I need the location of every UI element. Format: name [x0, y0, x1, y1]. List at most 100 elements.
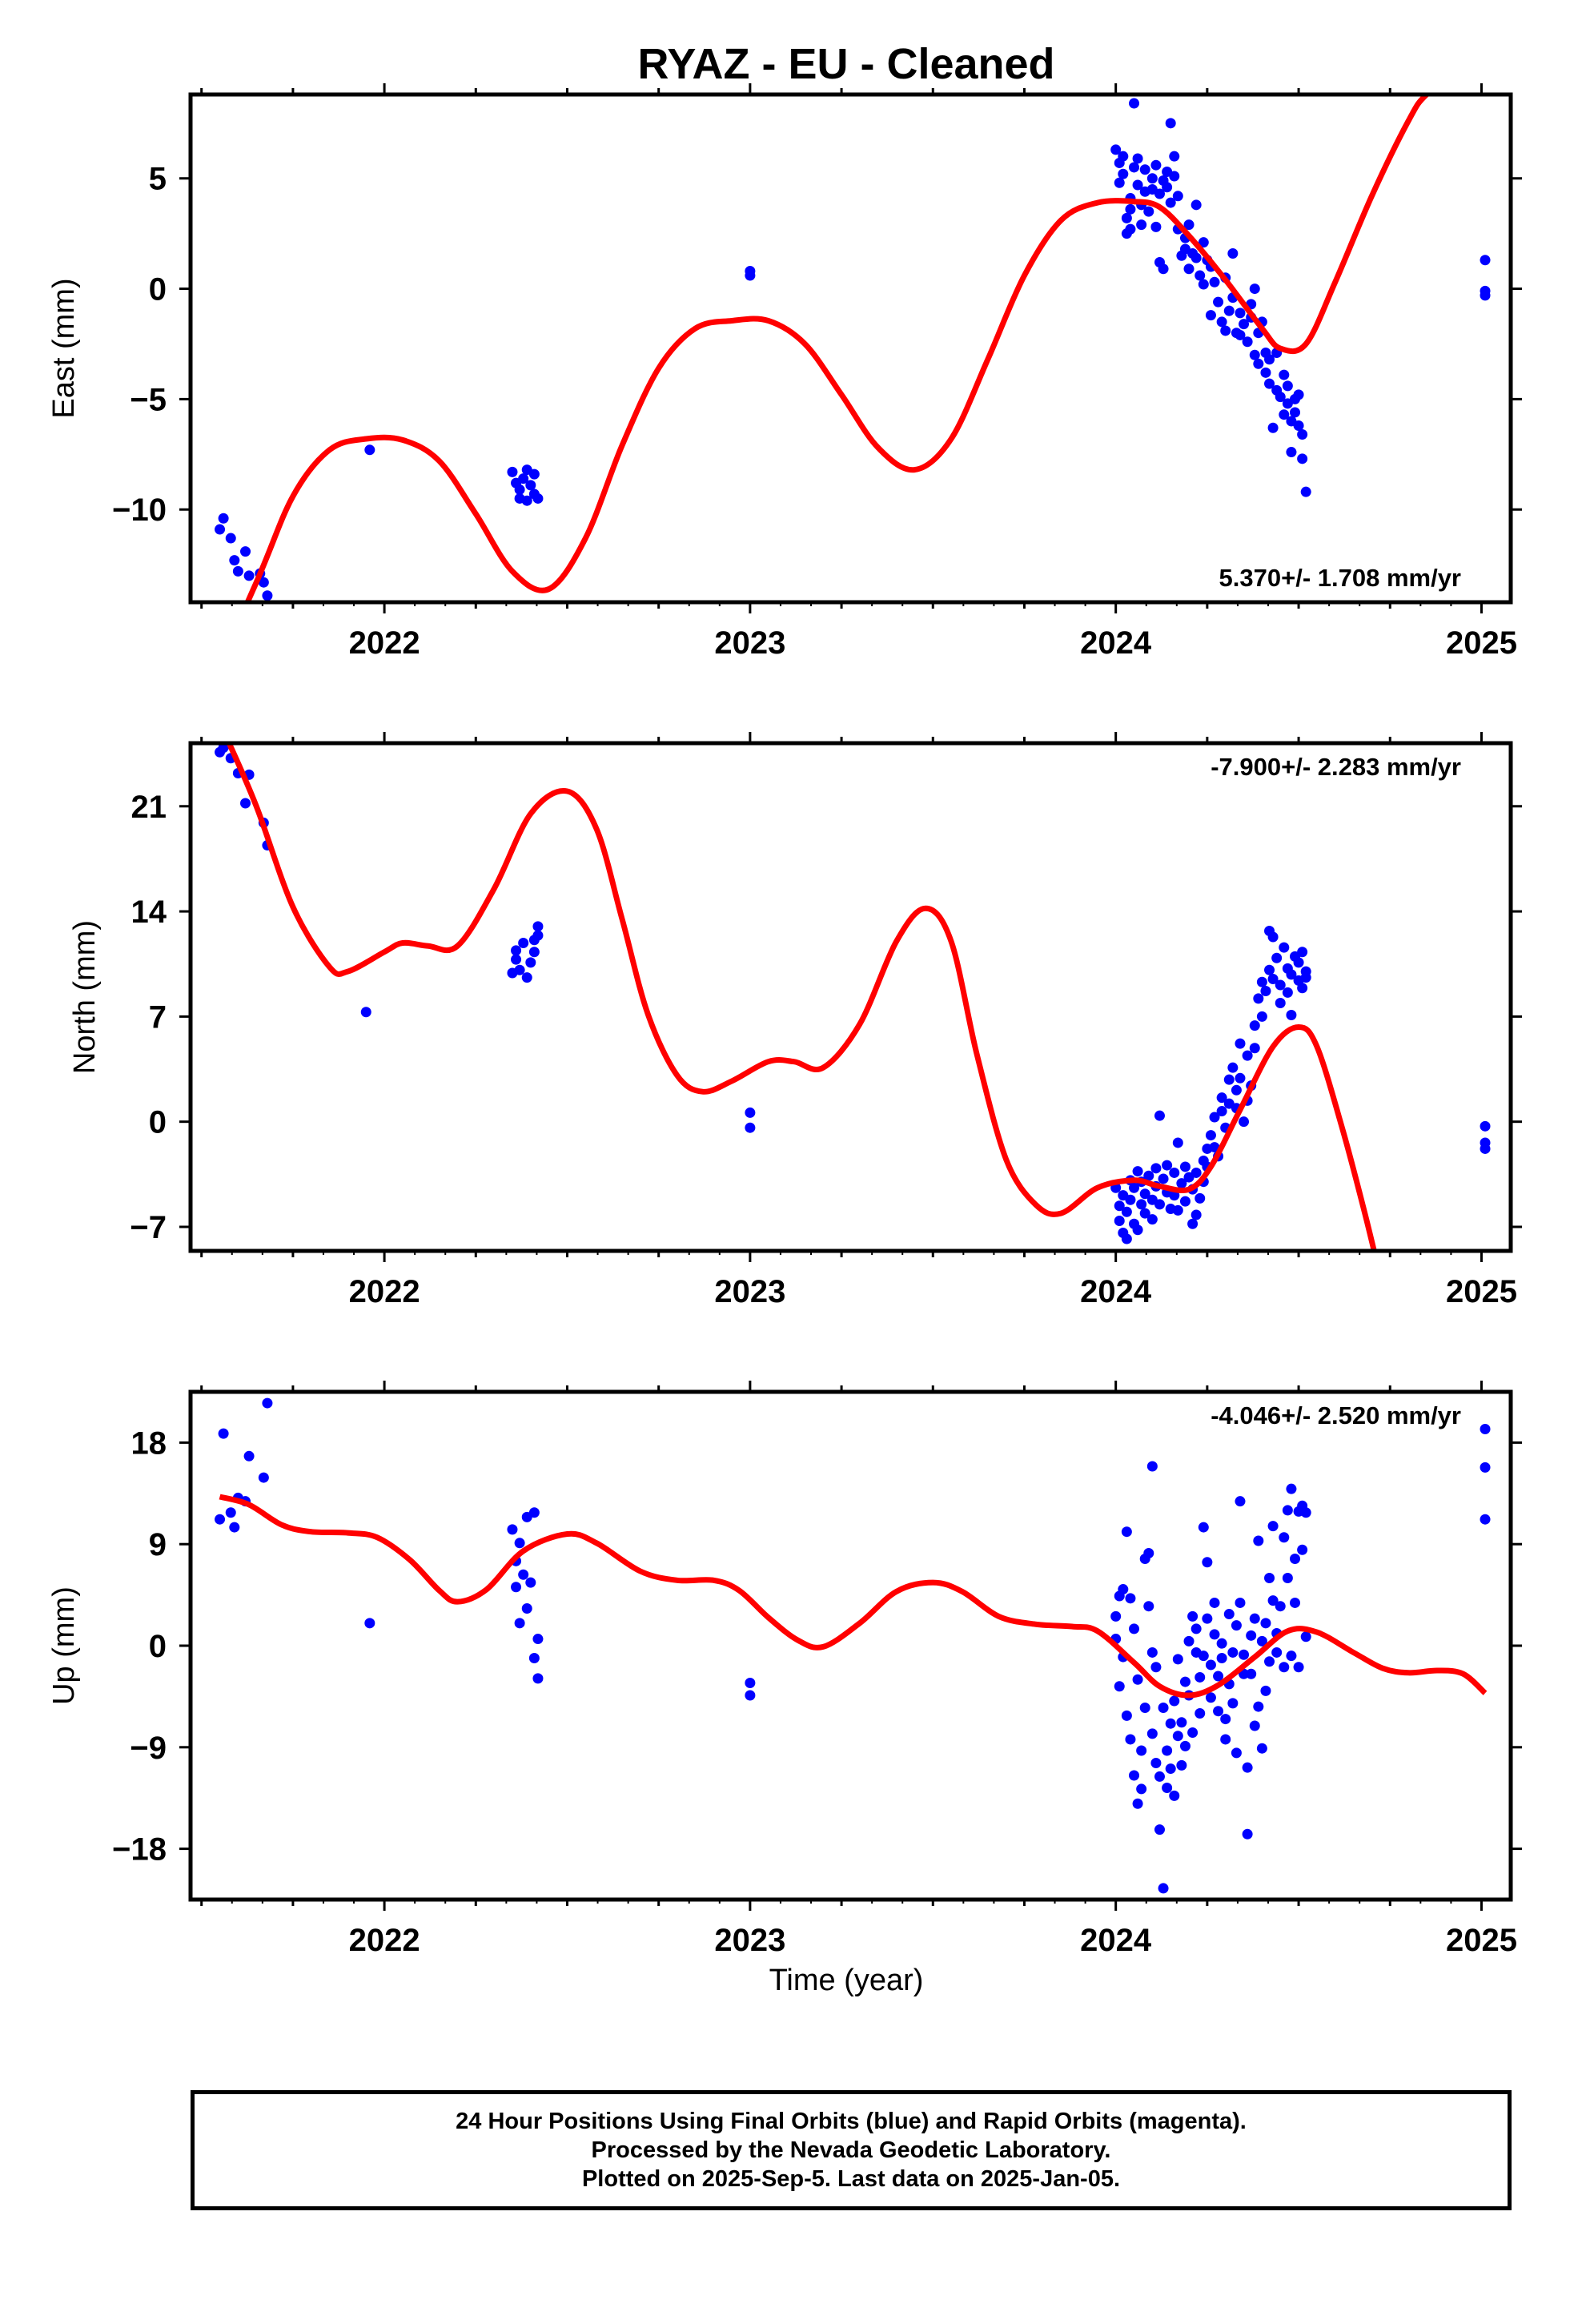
data-point — [240, 798, 251, 809]
data-point — [1132, 1224, 1143, 1236]
data-point — [521, 972, 532, 983]
data-point — [1256, 1011, 1267, 1022]
y-tick-label: 5 — [149, 162, 167, 197]
data-point — [1282, 987, 1293, 998]
data-point — [514, 484, 525, 495]
data-point — [1289, 1597, 1300, 1608]
data-point — [1146, 1647, 1158, 1658]
data-point — [532, 1634, 544, 1645]
data-point — [525, 480, 536, 491]
data-point — [1114, 1200, 1125, 1212]
data-point — [511, 1582, 522, 1593]
data-point — [1143, 1170, 1154, 1181]
north-panel: 2022 2023 2024 2025 21 14 7 0 −7 North (mm) -7.900… — [68, 732, 1522, 1309]
data-point — [1300, 972, 1311, 983]
data-point — [1136, 219, 1147, 231]
data-point — [1264, 964, 1275, 975]
data-point — [1158, 1173, 1169, 1184]
data-point — [1129, 1182, 1140, 1193]
data-point — [1300, 1631, 1311, 1642]
data-point — [1480, 1514, 1491, 1525]
data-point — [1256, 1743, 1267, 1754]
x-tick-label: 2022 — [349, 1923, 420, 1958]
data-point — [1205, 1130, 1216, 1141]
data-point — [514, 964, 525, 975]
data-point — [1183, 219, 1195, 231]
y-tick-label: 7 — [149, 999, 167, 1035]
data-point — [1275, 998, 1286, 1009]
data-point — [1242, 336, 1253, 348]
up-panel: 2022 2023 2024 2025 18 9 0 −9 −18 Up (mm) -4.046+/… — [47, 1381, 1522, 1958]
data-point — [528, 1507, 540, 1518]
data-point — [1150, 1662, 1162, 1673]
data-point — [1198, 1651, 1209, 1662]
data-point — [1286, 969, 1297, 980]
data-point — [1146, 173, 1158, 184]
data-point — [1220, 1714, 1231, 1725]
x-tick-label: 2024 — [1080, 1923, 1152, 1958]
data-point — [1286, 1483, 1297, 1494]
data-point — [1129, 1770, 1140, 1781]
data-point — [1191, 199, 1202, 211]
data-point — [1271, 952, 1283, 963]
y-tick-label: −18 — [112, 1832, 167, 1868]
y-tick-label: −5 — [130, 382, 167, 417]
data-point — [1282, 380, 1293, 392]
data-point — [1279, 409, 1290, 420]
data-point — [243, 1450, 255, 1462]
footer-line-1: 24 Hour Positions Using Final Orbits (bl… — [456, 2109, 1247, 2134]
data-point — [1191, 1209, 1202, 1220]
data-point — [1235, 329, 1246, 340]
data-point — [1246, 1668, 1257, 1679]
data-point — [1143, 1601, 1154, 1612]
data-point — [1289, 1554, 1300, 1565]
data-point — [745, 1107, 756, 1118]
data-point — [262, 1397, 273, 1409]
data-point — [1125, 223, 1136, 235]
data-point — [1136, 1745, 1147, 1756]
data-point — [1129, 98, 1140, 109]
data-point — [1235, 1038, 1246, 1049]
data-point — [1286, 1010, 1297, 1021]
data-point — [1293, 420, 1304, 431]
data-point — [1286, 447, 1297, 458]
data-point — [1139, 1208, 1150, 1219]
data-point — [1179, 1676, 1191, 1687]
data-point — [514, 1618, 525, 1629]
data-point — [1216, 316, 1227, 328]
data-point — [1154, 188, 1165, 199]
data-point — [1114, 1215, 1125, 1226]
data-point — [1169, 171, 1180, 182]
data-point — [1154, 1824, 1165, 1835]
data-point — [1121, 1233, 1132, 1244]
data-point — [1146, 1461, 1158, 1472]
data-point — [532, 1673, 544, 1684]
data-point — [745, 1122, 756, 1133]
data-point — [1150, 1758, 1162, 1769]
data-point — [1191, 252, 1202, 263]
data-point — [532, 493, 544, 504]
footer-line-3: Plotted on 2025-Sep-5. Last data on 2025… — [581, 2166, 1121, 2192]
data-point — [1125, 1593, 1136, 1604]
data-point — [1220, 325, 1231, 336]
y-tick-label: 21 — [131, 790, 167, 825]
data-point — [1223, 1609, 1235, 1620]
data-point — [1293, 389, 1304, 400]
y-tick-label: 9 — [149, 1527, 167, 1562]
data-point — [1172, 1137, 1183, 1148]
data-point — [1264, 354, 1275, 365]
data-point — [1198, 279, 1209, 290]
data-point — [1150, 221, 1162, 232]
data-point — [1125, 1734, 1136, 1745]
data-point — [1202, 1613, 1213, 1624]
data-point — [511, 954, 522, 965]
data-point — [1172, 1204, 1183, 1216]
data-point — [1132, 1166, 1143, 1177]
data-point — [1195, 1671, 1206, 1683]
data-point — [1239, 1116, 1250, 1128]
data-point — [1227, 1647, 1239, 1658]
data-point — [518, 1569, 529, 1580]
data-point — [1293, 1662, 1304, 1673]
data-point — [1158, 1702, 1169, 1713]
